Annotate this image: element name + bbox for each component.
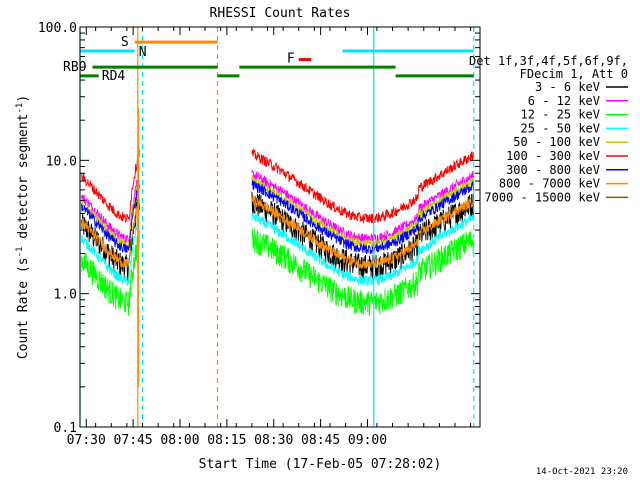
legend-label-8: 7000 - 15000 keV: [484, 190, 600, 204]
legend-label-0: 3 - 6 keV: [535, 80, 600, 94]
y-axis-label-part3: ): [16, 95, 31, 103]
legend-label-5: 100 - 300 keV: [506, 149, 600, 163]
flag-label-5: RD4: [102, 69, 126, 84]
chart-title: RHESSI Count Rates: [210, 6, 351, 21]
legend-header-1: FDecim 1, Att 0: [520, 67, 628, 81]
series-trace-6-seg-1: [251, 180, 474, 255]
legend-header-0: Det 1f,3f,4f,5f,6f,9f,: [469, 54, 628, 68]
x-axis-label: Start Time (17-Feb-05 07:28:02): [199, 457, 442, 472]
y-tick-label-0: 0.1: [54, 421, 77, 436]
series-trace-2-seg-0: [81, 229, 140, 317]
x-tick-label-4: 08:30: [254, 433, 293, 448]
x-tick-label-1: 07:45: [114, 433, 153, 448]
plot-area: SN RBO RD4 F: [63, 27, 475, 427]
series-trace-3-seg-1: [251, 210, 474, 287]
flag-label-1: N: [139, 45, 147, 60]
plot-frame: [79, 26, 481, 428]
flag-label-8: F: [287, 52, 295, 67]
x-tick-label-5: 08:45: [301, 433, 340, 448]
series-trace-5-seg-0: [81, 149, 140, 224]
legend: Det 1f,3f,4f,5f,6f,9f,FDecim 1, Att 03 -…: [469, 54, 628, 204]
y-tick-label-3: 100.0: [38, 21, 77, 36]
x-tick-label-3: 08:15: [207, 433, 246, 448]
y-axis-label: Count Rate (s-1 detector segment-1): [15, 95, 31, 359]
legend-label-1: 6 - 12 keV: [528, 94, 600, 108]
series-trace-2-seg-1: [251, 227, 474, 317]
y-tick-label-2: 10.0: [46, 154, 77, 169]
legend-label-2: 12 - 25 keV: [521, 108, 600, 122]
series-trace-7-seg-0: [81, 195, 140, 269]
x-tick-label-0: 07:30: [67, 433, 106, 448]
legend-label-3: 25 - 50 keV: [521, 121, 600, 135]
legend-label-7: 800 - 7000 keV: [499, 177, 600, 191]
series-trace-7-seg-1: [251, 194, 474, 269]
y-axis-label-part2: detector segment: [16, 114, 31, 247]
y-axis-label-group: Count Rate (s-1 detector segment-1): [15, 95, 31, 359]
flag-label-0: S: [121, 35, 129, 50]
y-axis-label-sup2: -1: [15, 103, 25, 114]
y-tick-label-1: 1.0: [54, 288, 77, 303]
series-trace-1-seg-1: [251, 169, 474, 244]
axes: 07:30 07:45 08:00 08:15 08:30 08:45 09:00 0.1 1.…: [38, 21, 480, 448]
footer-date: 14-Oct-2021 23:20: [536, 467, 628, 477]
series-trace-6-seg-0: [81, 181, 140, 253]
y-axis-label-part1: Count Rate (s: [16, 257, 31, 359]
legend-label-4: 50 - 100 keV: [513, 135, 600, 149]
flag-label-3: RBO: [63, 60, 87, 75]
series-trace-5-seg-1: [251, 147, 474, 224]
x-tick-label-2: 08:00: [160, 433, 199, 448]
legend-label-6: 300 - 800 keV: [506, 163, 600, 177]
y-axis-label-sup1: -1: [15, 247, 25, 258]
x-tick-label-6: 09:00: [348, 433, 387, 448]
series-trace-3-seg-0: [81, 212, 140, 286]
